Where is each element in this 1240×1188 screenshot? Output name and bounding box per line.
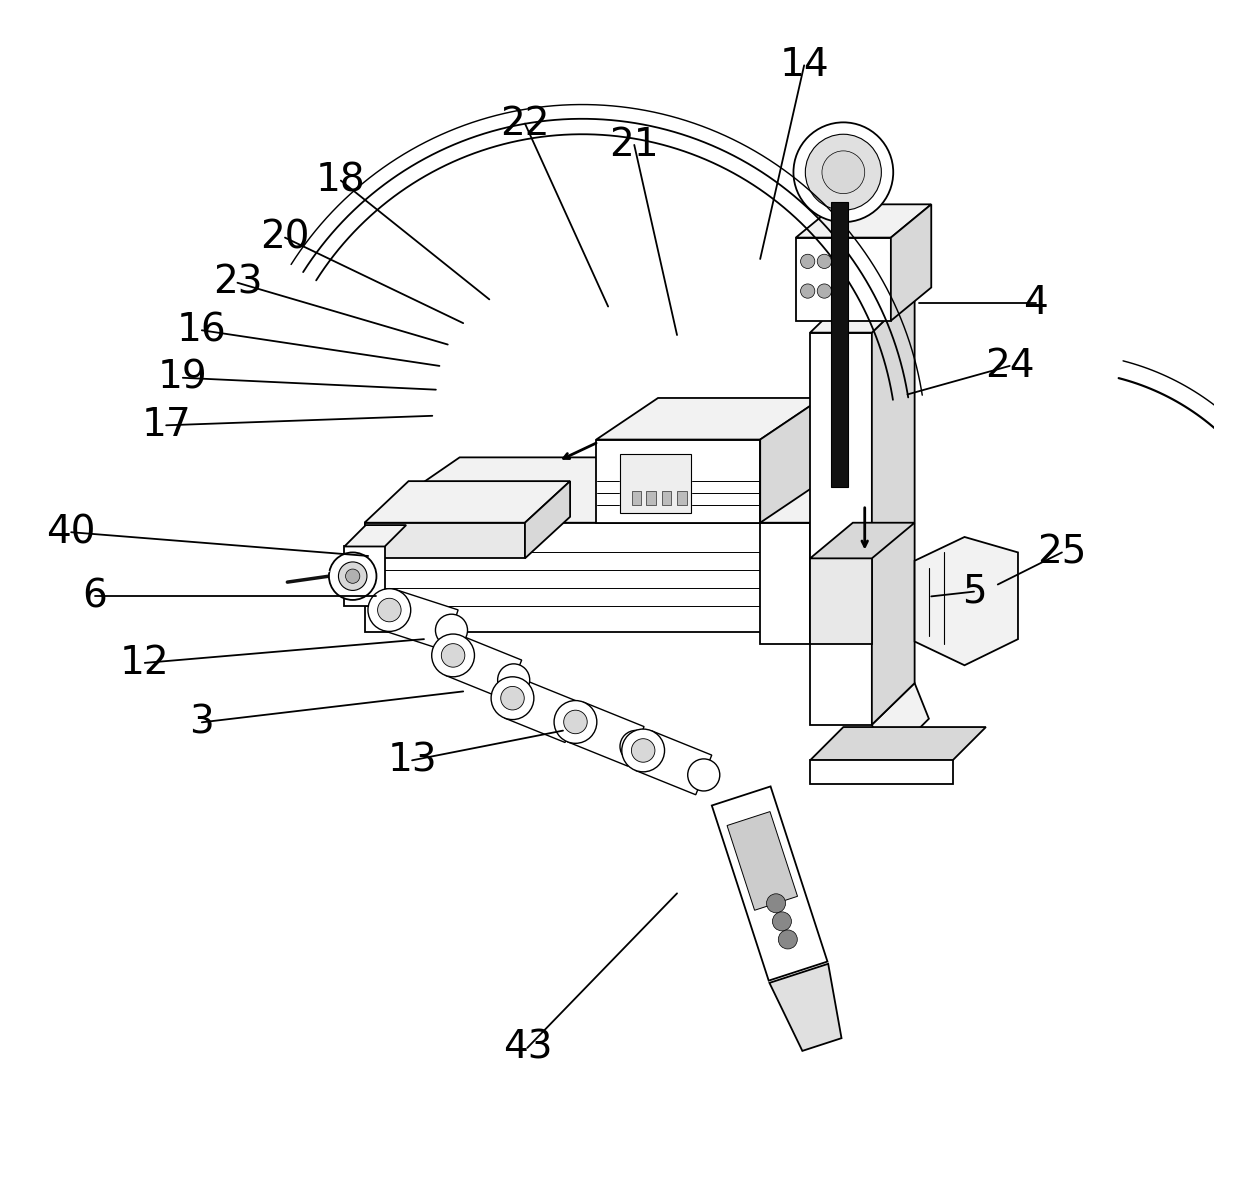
Polygon shape bbox=[568, 702, 644, 766]
Circle shape bbox=[620, 731, 652, 763]
Polygon shape bbox=[810, 523, 915, 558]
Circle shape bbox=[817, 254, 832, 268]
Bar bbox=[662, 491, 671, 505]
Polygon shape bbox=[760, 398, 822, 523]
Polygon shape bbox=[712, 786, 827, 980]
Bar bbox=[677, 491, 687, 505]
Circle shape bbox=[497, 664, 529, 696]
Circle shape bbox=[801, 254, 815, 268]
Circle shape bbox=[432, 634, 475, 677]
Polygon shape bbox=[365, 523, 525, 558]
Text: 20: 20 bbox=[260, 219, 310, 257]
Text: 3: 3 bbox=[190, 703, 215, 741]
Polygon shape bbox=[596, 440, 760, 523]
Polygon shape bbox=[872, 683, 929, 760]
Text: 23: 23 bbox=[213, 264, 262, 302]
Circle shape bbox=[554, 701, 596, 744]
Circle shape bbox=[346, 569, 360, 583]
Text: 14: 14 bbox=[779, 46, 830, 84]
Circle shape bbox=[773, 912, 791, 931]
Polygon shape bbox=[872, 291, 915, 725]
Text: 18: 18 bbox=[316, 162, 366, 200]
Circle shape bbox=[557, 707, 589, 739]
Circle shape bbox=[378, 599, 401, 621]
Polygon shape bbox=[345, 525, 407, 546]
Polygon shape bbox=[445, 636, 522, 700]
Circle shape bbox=[822, 151, 864, 194]
Polygon shape bbox=[635, 731, 712, 795]
Text: 6: 6 bbox=[83, 577, 108, 615]
Circle shape bbox=[441, 644, 465, 668]
Text: 4: 4 bbox=[1023, 284, 1048, 322]
Polygon shape bbox=[760, 523, 810, 644]
Polygon shape bbox=[383, 589, 458, 651]
Text: 19: 19 bbox=[157, 359, 207, 397]
Polygon shape bbox=[810, 333, 872, 725]
Circle shape bbox=[817, 284, 832, 298]
Text: 43: 43 bbox=[502, 1029, 552, 1067]
Polygon shape bbox=[810, 727, 986, 760]
Circle shape bbox=[435, 614, 467, 646]
Circle shape bbox=[766, 893, 786, 912]
Polygon shape bbox=[365, 523, 763, 632]
Bar bbox=[632, 491, 641, 505]
Text: 12: 12 bbox=[120, 644, 170, 682]
Polygon shape bbox=[810, 291, 915, 333]
Polygon shape bbox=[796, 238, 890, 321]
Text: 24: 24 bbox=[985, 347, 1034, 385]
Polygon shape bbox=[890, 204, 931, 321]
Polygon shape bbox=[620, 454, 691, 513]
Circle shape bbox=[794, 122, 893, 222]
Circle shape bbox=[368, 589, 410, 632]
Polygon shape bbox=[763, 457, 858, 632]
Polygon shape bbox=[596, 398, 822, 440]
Text: 16: 16 bbox=[177, 311, 227, 349]
Circle shape bbox=[564, 710, 588, 734]
Polygon shape bbox=[810, 558, 872, 644]
Polygon shape bbox=[525, 481, 570, 558]
Circle shape bbox=[491, 677, 534, 720]
Text: 5: 5 bbox=[962, 573, 986, 611]
Polygon shape bbox=[345, 546, 384, 606]
Circle shape bbox=[801, 284, 815, 298]
Text: 17: 17 bbox=[141, 406, 191, 444]
Polygon shape bbox=[760, 481, 858, 523]
Polygon shape bbox=[810, 760, 952, 784]
Polygon shape bbox=[915, 537, 1018, 665]
Circle shape bbox=[688, 759, 719, 791]
Circle shape bbox=[631, 739, 655, 763]
Text: 22: 22 bbox=[500, 105, 549, 143]
Polygon shape bbox=[365, 457, 858, 523]
Polygon shape bbox=[770, 963, 842, 1051]
Polygon shape bbox=[727, 811, 797, 910]
Circle shape bbox=[501, 687, 525, 710]
Polygon shape bbox=[505, 678, 582, 742]
Circle shape bbox=[779, 930, 797, 949]
Circle shape bbox=[329, 552, 377, 600]
Circle shape bbox=[339, 562, 367, 590]
Circle shape bbox=[621, 729, 665, 772]
Text: 21: 21 bbox=[609, 126, 660, 164]
Polygon shape bbox=[796, 204, 931, 238]
Text: 13: 13 bbox=[387, 741, 436, 779]
Circle shape bbox=[805, 134, 882, 210]
Text: 25: 25 bbox=[1037, 533, 1086, 571]
Text: 40: 40 bbox=[46, 513, 95, 551]
Polygon shape bbox=[365, 481, 570, 523]
Bar bbox=[646, 491, 656, 505]
Bar bbox=[832, 202, 848, 487]
